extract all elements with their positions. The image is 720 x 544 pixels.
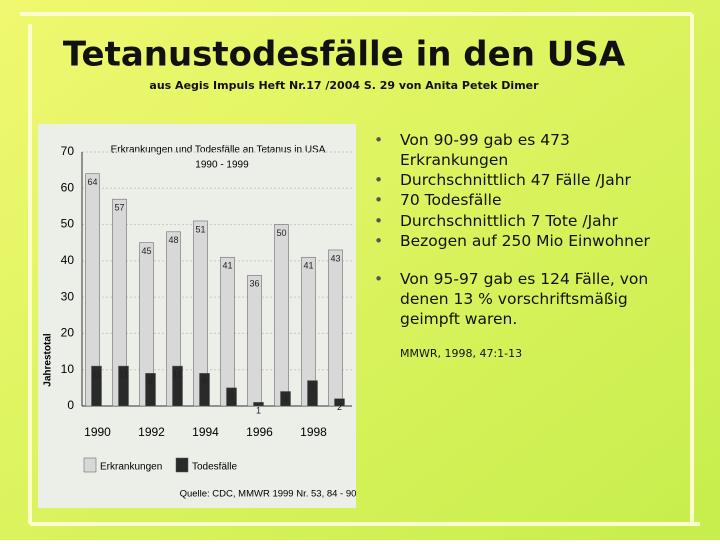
- y-tick-label: 50: [61, 217, 75, 231]
- bar: [226, 387, 237, 407]
- y-tick-label: 70: [61, 144, 75, 158]
- data-label: 9: [148, 377, 153, 387]
- bar: [307, 380, 318, 407]
- bar: [247, 275, 262, 407]
- bullet: Bezogen auf 250 Mio Einwohner: [374, 231, 664, 251]
- chart: Erkrankungen und Todesfälle an Tetanus i…: [43, 144, 357, 499]
- y-tick-label: 40: [61, 253, 75, 267]
- data-label: 5: [229, 391, 234, 401]
- bar: [334, 398, 345, 407]
- bar: [280, 391, 291, 407]
- y-tick-label: 0: [67, 398, 74, 412]
- legend-swatch: [83, 457, 97, 473]
- bar: [220, 256, 235, 407]
- y-tick-label: 60: [61, 180, 75, 194]
- chart-source: Quelle: CDC, MMWR 1999 Nr. 53, 84 - 90: [180, 489, 357, 500]
- bullets: Von 90-99 gab es 473 ErkrankungenDurchsc…: [372, 130, 664, 360]
- bullet: 70 Todesfälle: [374, 190, 664, 210]
- y-tick-label: 10: [61, 362, 75, 376]
- data-label: 2: [337, 402, 342, 412]
- x-tick-label: 1994: [192, 425, 219, 439]
- data-label: 9: [202, 377, 207, 387]
- data-label: 11: [119, 369, 128, 379]
- bar: [328, 249, 343, 407]
- data-label: 50: [276, 228, 286, 238]
- data-label: 4: [283, 395, 288, 405]
- data-label: 57: [114, 203, 124, 213]
- data-label: 51: [195, 224, 205, 234]
- bullet: Von 90-99 gab es 473 Erkrankungen: [374, 130, 664, 170]
- bar: [199, 373, 210, 407]
- chart-title: Erkrankungen und Todesfälle an Tetanus i…: [111, 145, 326, 156]
- bar: [274, 224, 289, 407]
- data-label: 36: [249, 279, 259, 289]
- y-tick-label: 20: [61, 326, 75, 340]
- bar: [91, 365, 102, 407]
- bar: [253, 402, 264, 407]
- bullet-list: Von 90-99 gab es 473 ErkrankungenDurchsc…: [372, 130, 664, 251]
- data-label: 45: [141, 246, 151, 256]
- bullet: Durchschnittlich 47 Fälle /Jahr: [374, 170, 664, 190]
- reference: MMWR, 1998, 47:1-13: [400, 347, 523, 361]
- data-label: 7: [310, 384, 315, 394]
- legend-label: Erkrankungen: [100, 462, 162, 473]
- y-tick-label: 30: [61, 289, 75, 303]
- x-tick-label: 1990: [84, 425, 111, 439]
- x-tick-label: 1992: [138, 425, 165, 439]
- data-label: 1: [256, 406, 261, 416]
- bar: [118, 365, 129, 407]
- legend-swatch: [175, 457, 189, 473]
- frame: [20, 12, 700, 526]
- data-label: 64: [87, 177, 97, 187]
- data-label: 48: [168, 235, 178, 245]
- y-axis-label: Jahrestotal: [43, 333, 54, 387]
- bullet: Von 95-97 gab es 124 Fälle, von denen 13…: [374, 269, 664, 329]
- slide-subtitle: aus Aegis Impuls Heft Nr.17 /2004 S. 29 …: [149, 79, 539, 92]
- chart-subtitle: 1990 - 1999: [195, 160, 249, 171]
- data-label: 41: [222, 261, 232, 271]
- slide-title: Tetanustodesfälle in den USA: [63, 35, 626, 75]
- x-tick-label: 1996: [246, 425, 273, 439]
- bar: [172, 365, 183, 407]
- bullet: Durchschnittlich 7 Tote /Jahr: [374, 211, 664, 231]
- x-tick-label: 1998: [300, 425, 327, 439]
- bar: [145, 373, 156, 407]
- data-label: 11: [173, 369, 182, 379]
- data-label: 11: [92, 369, 101, 379]
- data-label: 41: [303, 261, 313, 271]
- data-label: 43: [330, 253, 340, 263]
- legend-label: Todesfälle: [192, 462, 237, 473]
- bullet-list: Von 95-97 gab es 124 Fälle, von denen 13…: [372, 269, 664, 329]
